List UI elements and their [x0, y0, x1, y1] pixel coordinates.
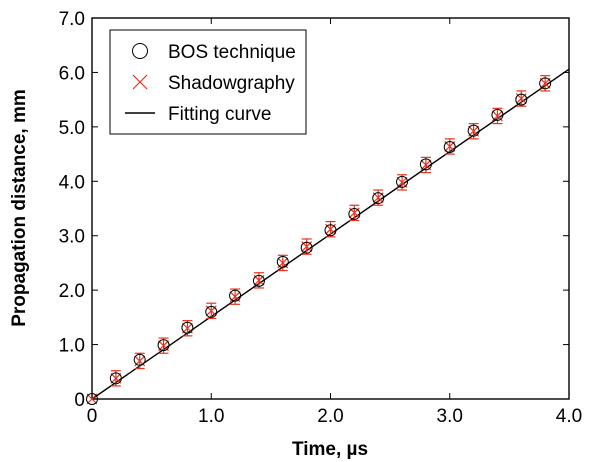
bos-point: [515, 93, 528, 106]
bos-point: [157, 339, 170, 352]
y-tick-label: 5.0: [59, 118, 85, 139]
y-tick-label: 3.0: [59, 227, 85, 248]
bos-point: [300, 241, 313, 254]
bos-point: [86, 393, 98, 405]
bos-point: [539, 77, 552, 90]
bos-point: [229, 289, 242, 302]
bos-point: [348, 207, 361, 220]
x-axis-title: Time, µs: [292, 439, 368, 460]
legend-label-fit: Fitting curve: [168, 104, 271, 125]
legend-box: [109, 29, 307, 135]
y-tick-label: 0: [74, 390, 85, 411]
bos-point: [419, 158, 432, 171]
legend-shadowgraphy-marker: [132, 74, 148, 90]
axis-ticks: 0 1.0 2.0 3.0 4.0 0 1.0 2.0 3.0 4.0 5.0 6.0 7.0: [59, 9, 583, 427]
x-tick-label: 2.0: [317, 406, 343, 427]
bos-point: [372, 192, 385, 205]
bos-point: [443, 140, 456, 153]
shadowgraphy-point: [110, 372, 122, 384]
legend-label-bos: BOS technique: [168, 42, 296, 63]
bos-point: [133, 353, 146, 366]
bos-point: [396, 175, 409, 188]
x-tick-label: 3.0: [437, 406, 463, 427]
shadowgraphy-point: [86, 393, 98, 405]
legend-label-shadowgraphy: Shadowgraphy: [168, 73, 295, 94]
bos-point: [467, 124, 480, 137]
y-tick-label: 7.0: [59, 9, 85, 30]
bos-point: [252, 274, 265, 287]
y-tick-label: 4.0: [59, 172, 85, 193]
bos-point: [109, 372, 122, 385]
x-tick-label: 4.0: [556, 406, 582, 427]
x-tick-label: 0: [87, 406, 98, 427]
shadowgraphy-point: [539, 77, 551, 89]
x-tick-label: 1.0: [198, 406, 224, 427]
bos-point: [205, 305, 218, 318]
legend-bos-marker: [132, 43, 148, 59]
bos-point: [491, 108, 504, 121]
y-axis-title: Propagation distance, mm: [9, 89, 30, 327]
y-tick-label: 1.0: [59, 336, 85, 357]
data-points-layer: [86, 75, 552, 405]
y-tick-label: 2.0: [59, 281, 85, 302]
legend: BOS technique Shadowgraphy Fitting curve: [109, 29, 307, 135]
bos-point: [181, 321, 194, 334]
y-tick-label: 6.0: [59, 63, 85, 84]
bos-point: [324, 224, 337, 237]
bos-point: [276, 255, 289, 268]
